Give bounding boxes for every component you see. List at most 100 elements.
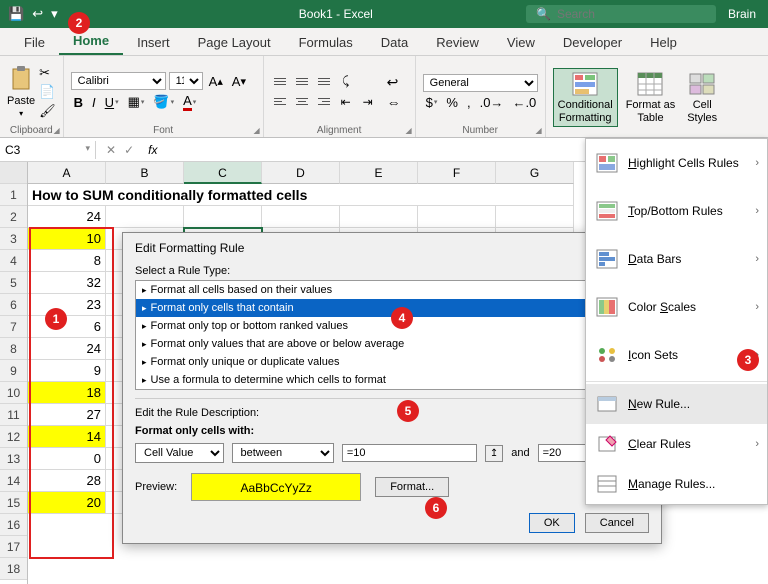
- column-header[interactable]: C: [184, 162, 262, 184]
- user-name[interactable]: Brain: [716, 7, 768, 21]
- align-top-icon[interactable]: [271, 74, 289, 90]
- decrease-decimal-icon[interactable]: ←.0: [509, 95, 539, 110]
- title-cell[interactable]: How to SUM conditionally formatted cells: [28, 184, 574, 206]
- cell[interactable]: [340, 206, 418, 228]
- increase-indent-icon[interactable]: ⇥: [359, 94, 377, 110]
- format-button[interactable]: Format...: [375, 477, 449, 497]
- tab-developer[interactable]: Developer: [549, 30, 636, 55]
- fill-color-button[interactable]: 🪣: [150, 94, 177, 110]
- cell[interactable]: 28: [28, 470, 106, 492]
- ok-button[interactable]: OK: [529, 513, 575, 533]
- paste-button[interactable]: Paste ▾: [7, 65, 35, 118]
- italic-button[interactable]: I: [89, 95, 99, 110]
- column-header[interactable]: F: [418, 162, 496, 184]
- cut-icon[interactable]: ✂: [39, 65, 56, 81]
- cell[interactable]: 23: [28, 294, 106, 316]
- increase-decimal-icon[interactable]: .0→: [477, 95, 507, 110]
- row-header[interactable]: 12: [0, 426, 27, 448]
- operator-select[interactable]: between: [232, 443, 334, 463]
- tab-help[interactable]: Help: [636, 30, 691, 55]
- format-painter-icon[interactable]: 🖌: [39, 103, 56, 119]
- qat-dropdown-icon[interactable]: ▾: [51, 6, 58, 22]
- column-header[interactable]: B: [106, 162, 184, 184]
- dialog-launcher-icon[interactable]: ◢: [536, 126, 542, 135]
- fx-icon[interactable]: fx: [144, 143, 161, 157]
- row-header[interactable]: 1: [0, 184, 27, 206]
- tab-view[interactable]: View: [493, 30, 549, 55]
- save-icon[interactable]: 💾: [8, 6, 24, 22]
- font-name-select[interactable]: Calibri: [71, 72, 166, 90]
- name-box[interactable]: C3▾: [0, 141, 96, 159]
- dialog-launcher-icon[interactable]: ◢: [54, 126, 60, 135]
- cf-menu-item[interactable]: Data Bars›: [586, 235, 767, 283]
- column-header[interactable]: A: [28, 162, 106, 184]
- cell[interactable]: 32: [28, 272, 106, 294]
- dialog-launcher-icon[interactable]: ◢: [406, 126, 412, 135]
- cell[interactable]: 8: [28, 250, 106, 272]
- column-header[interactable]: G: [496, 162, 574, 184]
- dialog-launcher-icon[interactable]: ◢: [254, 126, 260, 135]
- row-header[interactable]: 15: [0, 492, 27, 514]
- format-as-table-button[interactable]: Format as Table: [622, 69, 680, 125]
- cell[interactable]: [496, 206, 574, 228]
- row-header[interactable]: 8: [0, 338, 27, 360]
- rule-type-item[interactable]: Format only unique or duplicate values: [136, 353, 648, 371]
- merge-icon[interactable]: ⇔: [387, 94, 401, 110]
- tab-data[interactable]: Data: [367, 30, 422, 55]
- decrease-indent-icon[interactable]: ⇤: [337, 94, 355, 110]
- cell[interactable]: [262, 206, 340, 228]
- tab-page-layout[interactable]: Page Layout: [184, 30, 285, 55]
- tab-insert[interactable]: Insert: [123, 30, 184, 55]
- rule-type-item[interactable]: Format only values that are above or bel…: [136, 335, 648, 353]
- cf-menu-item[interactable]: Top/Bottom Rules›: [586, 187, 767, 235]
- tab-formulas[interactable]: Formulas: [285, 30, 367, 55]
- increase-font-icon[interactable]: A▴: [206, 74, 226, 89]
- align-middle-icon[interactable]: [293, 74, 311, 90]
- comma-format-icon[interactable]: ,: [464, 95, 474, 110]
- row-header[interactable]: 16: [0, 514, 27, 536]
- cell[interactable]: 10: [28, 228, 106, 250]
- align-right-icon[interactable]: [315, 94, 333, 110]
- row-header[interactable]: 2: [0, 206, 27, 228]
- search-box[interactable]: 🔍: [526, 5, 716, 23]
- cell[interactable]: 9: [28, 360, 106, 382]
- column-header[interactable]: D: [262, 162, 340, 184]
- row-header[interactable]: 3: [0, 228, 27, 250]
- row-header[interactable]: 9: [0, 360, 27, 382]
- number-format-select[interactable]: General: [423, 74, 538, 92]
- undo-icon[interactable]: ↩: [32, 6, 43, 22]
- cell[interactable]: 6: [28, 316, 106, 338]
- select-all-corner[interactable]: [0, 162, 27, 184]
- row-header[interactable]: 10: [0, 382, 27, 404]
- cancel-formula-icon[interactable]: ✕: [106, 143, 116, 157]
- bold-button[interactable]: B: [71, 95, 86, 110]
- cell[interactable]: 18: [28, 382, 106, 404]
- cell[interactable]: 20: [28, 492, 106, 514]
- row-header[interactable]: 4: [0, 250, 27, 272]
- row-header[interactable]: 17: [0, 536, 27, 558]
- value1-input[interactable]: [342, 444, 477, 462]
- row-header[interactable]: 7: [0, 316, 27, 338]
- rule-type-item[interactable]: Format all cells based on their values: [136, 281, 648, 299]
- align-left-icon[interactable]: [271, 94, 289, 110]
- cf-menu-item[interactable]: Clear Rules›: [586, 424, 767, 464]
- cell-styles-button[interactable]: Cell Styles: [683, 69, 721, 125]
- rule-type-item[interactable]: Use a formula to determine which cells t…: [136, 371, 648, 389]
- align-center-icon[interactable]: [293, 94, 311, 110]
- cf-menu-item[interactable]: Color Scales›: [586, 283, 767, 331]
- border-button[interactable]: ▦: [125, 94, 148, 110]
- decrease-font-icon[interactable]: A▾: [229, 74, 249, 89]
- cell[interactable]: 0: [28, 448, 106, 470]
- row-header[interactable]: 5: [0, 272, 27, 294]
- cell[interactable]: [418, 206, 496, 228]
- conditional-formatting-button[interactable]: Conditional Formatting: [553, 68, 618, 126]
- column-header[interactable]: E: [340, 162, 418, 184]
- ref-picker-icon[interactable]: ↥: [485, 445, 503, 462]
- cf-menu-item[interactable]: Highlight Cells Rules›: [586, 139, 767, 187]
- row-header[interactable]: 18: [0, 558, 27, 580]
- cell[interactable]: 24: [28, 206, 106, 228]
- align-bottom-icon[interactable]: [315, 74, 333, 90]
- row-header[interactable]: 11: [0, 404, 27, 426]
- row-header[interactable]: 6: [0, 294, 27, 316]
- cell[interactable]: [184, 206, 262, 228]
